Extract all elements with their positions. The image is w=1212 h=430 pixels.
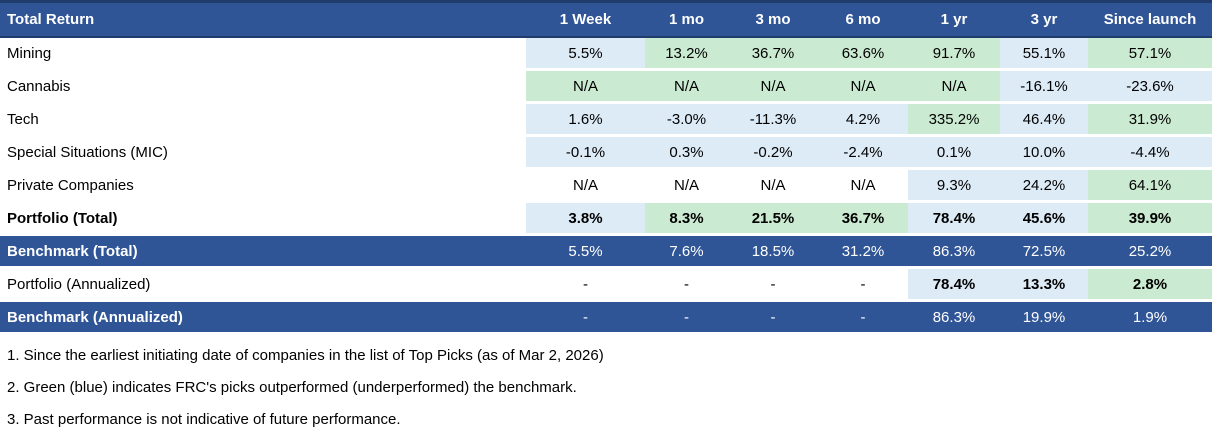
cell-benchmark-total-0: 5.5% [526,236,645,269]
column-header-5: 3 yr [1000,0,1088,38]
cell-portfolio-annualized-3: - [818,269,908,302]
cell-benchmark-annualized-2: - [728,302,818,335]
cell-private-companies-2: N/A [728,170,818,203]
cell-portfolio-annualized-2: - [728,269,818,302]
cell-portfolio-annualized-1: - [645,269,728,302]
cell-special-situations-3: -2.4% [818,137,908,170]
footnote-1: 1. Since the earliest initiating date of… [7,347,604,364]
cell-cannabis-1: N/A [645,71,728,104]
cell-tech-3: 4.2% [818,104,908,137]
column-header-3: 6 mo [818,0,908,38]
cell-special-situations-6: -4.4% [1088,137,1212,170]
cell-benchmark-annualized-5: 19.9% [1000,302,1088,335]
cell-benchmark-total-5: 72.5% [1000,236,1088,269]
column-header-6: Since launch [1088,0,1212,38]
cell-private-companies-1: N/A [645,170,728,203]
row-label-benchmark-total: Benchmark (Total) [0,236,526,269]
cell-cannabis-2: N/A [728,71,818,104]
cell-tech-2: -11.3% [728,104,818,137]
row-label-special-situations: Special Situations (MIC) [0,137,526,170]
cell-special-situations-1: 0.3% [645,137,728,170]
table-header-row: Total Return 1 Week 1 mo 3 mo 6 mo 1 yr 3 yr Si… [0,0,1212,38]
cell-benchmark-annualized-1: - [645,302,728,335]
cell-private-companies-6: 64.1% [1088,170,1212,203]
table-row-cannabis: Cannabis N/A N/A N/A N/A N/A -16.1% -23.6% [0,71,1212,104]
footnote-3: 3. Past performance is not indicative of… [7,411,401,428]
cell-cannabis-6: -23.6% [1088,71,1212,104]
cell-portfolio-annualized-6: 2.8% [1088,269,1212,302]
cell-benchmark-total-3: 31.2% [818,236,908,269]
row-label-benchmark-annualized: Benchmark (Annualized) [0,302,526,335]
cell-benchmark-total-1: 7.6% [645,236,728,269]
table-row-mining: Mining 5.5% 13.2% 36.7% 63.6% 91.7% 55.1% 57.1% [0,38,1212,71]
cell-cannabis-5: -16.1% [1000,71,1088,104]
cell-benchmark-annualized-4: 86.3% [908,302,1000,335]
table-row-portfolio-total: Portfolio (Total) 3.8% 8.3% 21.5% 36.7% 78.4%… [0,203,1212,236]
column-header-4: 1 yr [908,0,1000,38]
cell-mining-5: 55.1% [1000,38,1088,71]
footnotes: 1. Since the earliest initiating date of… [0,335,1212,429]
cell-portfolio-total-6: 39.9% [1088,203,1212,236]
column-header-1: 1 mo [645,0,728,38]
row-label-portfolio-annualized: Portfolio (Annualized) [0,269,526,302]
cell-portfolio-total-0: 3.8% [526,203,645,236]
cell-cannabis-3: N/A [818,71,908,104]
row-label-portfolio-total: Portfolio (Total) [0,203,526,236]
cell-benchmark-total-4: 86.3% [908,236,1000,269]
row-label-cannabis: Cannabis [0,71,526,104]
cell-benchmark-annualized-3: - [818,302,908,335]
cell-special-situations-2: -0.2% [728,137,818,170]
cell-portfolio-total-3: 36.7% [818,203,908,236]
cell-mining-1: 13.2% [645,38,728,71]
cell-portfolio-total-1: 8.3% [645,203,728,236]
cell-cannabis-0: N/A [526,71,645,104]
table-body: Mining 5.5% 13.2% 36.7% 63.6% 91.7% 55.1% 57.1%… [0,38,1212,335]
table-title: Total Return [0,0,526,38]
cell-benchmark-total-6: 25.2% [1088,236,1212,269]
cell-mining-0: 5.5% [526,38,645,71]
cell-benchmark-annualized-6: 1.9% [1088,302,1212,335]
table-row-benchmark-annualized: Benchmark (Annualized) - - - -86.3% 19.9% 1.9% [0,302,1212,335]
cell-benchmark-total-2: 18.5% [728,236,818,269]
cell-private-companies-5: 24.2% [1000,170,1088,203]
total-return-table: Total Return 1 Week 1 mo 3 mo 6 mo 1 yr 3 yr Si… [0,0,1212,335]
column-header-2: 3 mo [728,0,818,38]
cell-benchmark-annualized-0: - [526,302,645,335]
table-row-portfolio-annualized: Portfolio (Annualized) - - - -78.4% 13.3% 2.8% [0,269,1212,302]
cell-tech-6: 31.9% [1088,104,1212,137]
cell-special-situations-5: 10.0% [1000,137,1088,170]
cell-portfolio-total-2: 21.5% [728,203,818,236]
cell-portfolio-annualized-5: 13.3% [1000,269,1088,302]
cell-mining-2: 36.7% [728,38,818,71]
footnote-2: 2. Green (blue) indicates FRC's picks ou… [7,379,577,396]
row-label-mining: Mining [0,38,526,71]
table-row-private-companies: Private Companies N/A N/A N/A N/A 9.3% 24.2% 64… [0,170,1212,203]
row-label-tech: Tech [0,104,526,137]
cell-portfolio-total-5: 45.6% [1000,203,1088,236]
table-row-tech: Tech 1.6% -3.0% -11.3% 4.2% 335.2% 46.4% 31.9% [0,104,1212,137]
cell-special-situations-0: -0.1% [526,137,645,170]
cell-private-companies-0: N/A [526,170,645,203]
table-row-benchmark-total: Benchmark (Total) 5.5% 7.6% 18.5% 31.2% 86.3%… [0,236,1212,269]
cell-cannabis-4: N/A [908,71,1000,104]
cell-tech-4: 335.2% [908,104,1000,137]
cell-portfolio-total-4: 78.4% [908,203,1000,236]
table-row-special-situations: Special Situations (MIC) -0.1% 0.3% -0.2% -2… [0,137,1212,170]
cell-portfolio-annualized-0: - [526,269,645,302]
cell-mining-4: 91.7% [908,38,1000,71]
row-label-private-companies: Private Companies [0,170,526,203]
cell-special-situations-4: 0.1% [908,137,1000,170]
cell-tech-1: -3.0% [645,104,728,137]
cell-tech-0: 1.6% [526,104,645,137]
cell-portfolio-annualized-4: 78.4% [908,269,1000,302]
cell-mining-3: 63.6% [818,38,908,71]
cell-tech-5: 46.4% [1000,104,1088,137]
cell-mining-6: 57.1% [1088,38,1212,71]
cell-private-companies-3: N/A [818,170,908,203]
column-header-0: 1 Week [526,0,645,38]
cell-private-companies-4: 9.3% [908,170,1000,203]
